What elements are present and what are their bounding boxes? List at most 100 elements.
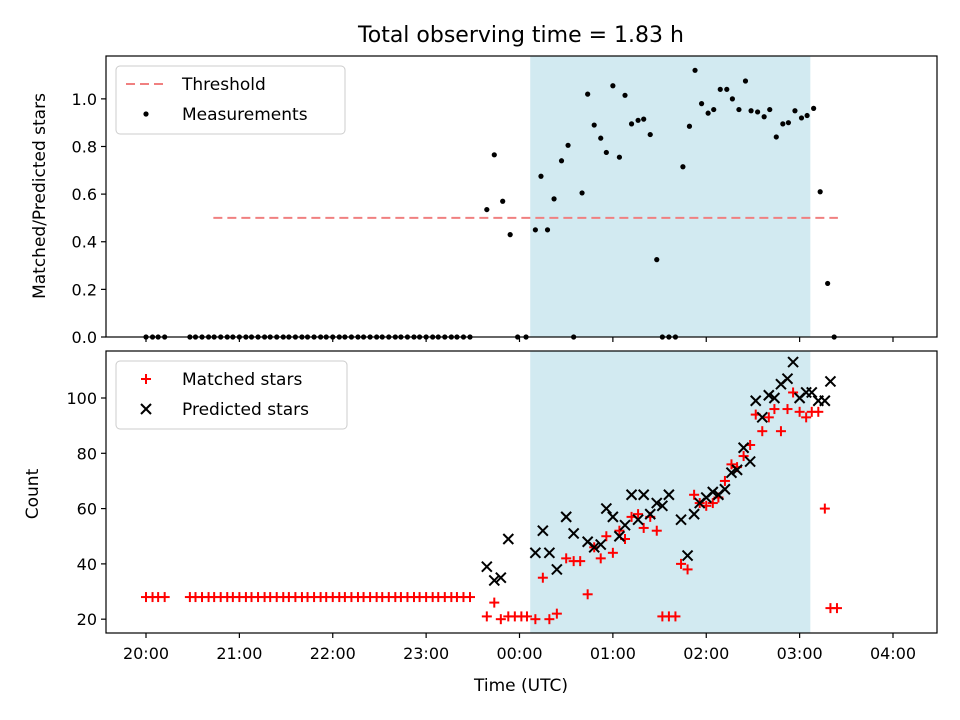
matched-star-point: [813, 406, 824, 417]
predicted-star-point: [551, 563, 563, 576]
matched-star-point: [481, 611, 492, 622]
measurement-point: [736, 106, 742, 113]
measurement-point: [761, 114, 767, 120]
x-tick-label: 23:00: [403, 644, 449, 663]
y-tick-label: 80: [77, 444, 97, 463]
measurement-point: [698, 101, 705, 107]
predicted-star-point: [588, 541, 600, 554]
matched-star-point: [521, 611, 532, 622]
predicted-star-point: [750, 395, 762, 407]
measurement-point: [711, 106, 717, 113]
x-axis-label: Time (UTC): [473, 676, 568, 696]
predicted-star-point: [567, 527, 580, 540]
matched-star-point: [794, 406, 805, 417]
measurement-point: [729, 96, 735, 102]
matched-star-point: [530, 614, 541, 625]
matched-star-point: [651, 525, 662, 536]
matched-star-point: [633, 509, 644, 520]
measurement-point: [628, 121, 635, 127]
y-tick-label: 0.6: [72, 185, 97, 204]
predicted-star-point: [824, 375, 837, 388]
predicted-star-point: [651, 497, 663, 509]
measurement-point: [622, 92, 628, 98]
matched-star-point: [489, 597, 500, 608]
predicted-star-point: [719, 483, 731, 495]
predicted-star-point: [656, 500, 669, 512]
matched-star-point: [561, 553, 572, 564]
measurement-point: [654, 257, 660, 263]
measurement-point: [780, 121, 786, 127]
measurement-point: [635, 117, 641, 123]
x-tick-label: 20:00: [123, 644, 169, 663]
predicted-star-point: [607, 511, 619, 523]
predicted-star-point: [819, 395, 831, 407]
matched-star-point: [831, 603, 842, 614]
matched-star-point: [726, 459, 737, 470]
y-tick-label: 1.0: [72, 90, 97, 109]
matched-star-point: [544, 614, 555, 625]
matched-star-point: [575, 556, 586, 567]
predicted-star-point: [619, 519, 631, 531]
matched-star-point: [465, 592, 476, 603]
measurement-point: [705, 110, 711, 116]
legend: Matched stars Predicted stars: [115, 360, 348, 430]
y-axis-label-bottom: Count: [23, 468, 43, 519]
measurement-point: [647, 131, 653, 138]
matched-star-point: [159, 592, 170, 603]
measurement-point: [532, 227, 538, 233]
matched-star-point: [676, 558, 687, 569]
measurement-point: [507, 232, 513, 238]
axes-frame: [105, 350, 938, 634]
x-tick-label: 00:00: [496, 644, 542, 663]
matched-star-point: [551, 608, 562, 619]
predicted-star-point: [632, 513, 644, 526]
predicted-star-point: [663, 489, 675, 501]
measurement-point: [785, 120, 792, 126]
predicted-star-point: [725, 466, 738, 479]
measurement-point: [804, 112, 810, 119]
y-tick-label: 100: [66, 389, 97, 408]
predicted-star-point: [731, 464, 743, 476]
matched-star-point: [595, 553, 606, 564]
measurement-point: [817, 189, 823, 195]
x-tick-label: 03:00: [777, 644, 823, 663]
y-tick-label: 20: [77, 610, 97, 629]
legend: Threshold Measurements: [115, 65, 346, 135]
ratio-panel: 0.0 0.2 0.4 0.6 0.8 1.0 Threshold Measurements: [72, 55, 938, 347]
matched-star-point: [769, 404, 780, 415]
predicted-star-point: [495, 571, 507, 584]
measurement-point: [558, 158, 565, 164]
chart-title: Total observing time = 1.83 h: [357, 23, 684, 48]
y-tick-label: 0.4: [72, 233, 97, 252]
x-tick-label: 21:00: [216, 644, 262, 663]
legend-label: Measurements: [182, 105, 308, 125]
y-axis-label-top: Matched/Predicted stars: [30, 93, 50, 299]
measurement-point: [491, 152, 497, 158]
y-tick-label: 0.0: [72, 328, 97, 347]
x-tick-label: 22:00: [310, 644, 356, 663]
matched-star-point: [614, 525, 625, 536]
x-tick-label: 01:00: [590, 644, 636, 663]
measurement-point: [603, 149, 609, 156]
predicted-star-point: [543, 547, 556, 559]
predicted-star-point: [560, 511, 572, 523]
legend-label: Matched stars: [182, 370, 302, 390]
measurement-point: [773, 134, 779, 140]
matched-star-point: [707, 498, 718, 509]
measurement-point: [591, 122, 597, 128]
matched-star-point: [763, 412, 774, 423]
y-tick-label: 0.8: [72, 137, 97, 156]
y-tick-label: 40: [77, 555, 97, 574]
predicted-star-point: [481, 560, 493, 573]
matched-star-point: [582, 589, 593, 600]
predicted-star-point: [787, 356, 799, 368]
predicted-star-point: [637, 489, 650, 501]
measurement-point: [598, 135, 604, 141]
matched-star-point: [689, 489, 700, 500]
axes-frame: [105, 55, 938, 338]
predicted-star-point: [644, 508, 656, 520]
predicted-star-point: [600, 502, 613, 515]
predicted-star-point: [537, 524, 549, 537]
legend-box: [115, 65, 346, 135]
